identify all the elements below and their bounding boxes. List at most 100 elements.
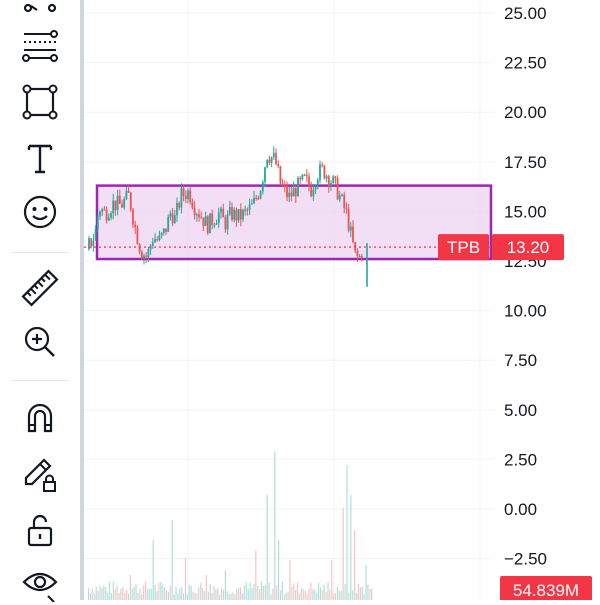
trend-line-icon[interactable]: [12, 0, 68, 22]
candle-body: [257, 198, 260, 200]
volume-bar: [365, 565, 367, 600]
volume-bars: [88, 452, 373, 600]
fib-retracement-icon[interactable]: [12, 24, 68, 68]
volume-bar: [120, 588, 122, 600]
volume-bar: [171, 520, 173, 600]
volume-bar: [285, 592, 287, 600]
volume-bar: [367, 584, 369, 600]
ruler-icon[interactable]: [12, 266, 68, 310]
volume-bar: [143, 585, 145, 600]
volume-bar: [88, 588, 90, 600]
candle-body: [253, 197, 255, 204]
volume-tag-value: 54.839M: [513, 581, 579, 600]
magnet-icon[interactable]: [12, 396, 68, 440]
volume-bar: [321, 590, 323, 600]
volume-bar: [107, 592, 109, 600]
candle-body: [341, 194, 343, 196]
candle-body: [140, 251, 143, 259]
volume-bar: [105, 587, 107, 600]
volume-bar: [300, 588, 302, 600]
candle-body: [173, 215, 176, 224]
candle-body: [312, 189, 315, 197]
volume-bar: [355, 593, 358, 600]
candle-body: [286, 186, 288, 198]
volume-bar: [196, 593, 198, 600]
candle-body: [336, 178, 339, 200]
candle-body: [332, 176, 335, 183]
candle-body: [338, 195, 341, 200]
volume-bar: [205, 575, 207, 600]
smiley-icon[interactable]: [12, 190, 68, 234]
candle-body: [325, 176, 328, 179]
candle-body: [116, 195, 119, 211]
volume-bar: [257, 586, 259, 600]
volume-bar: [99, 585, 101, 600]
volume-bar: [200, 583, 202, 600]
volume-bar: [266, 495, 268, 600]
candle-body: [127, 190, 130, 193]
volume-bar: [213, 586, 215, 600]
volume-bar: [217, 588, 219, 600]
candle-body: [255, 197, 258, 200]
volume-tag: 54.839M: [500, 576, 592, 602]
volume-bar: [232, 592, 234, 600]
volume-bar: [241, 593, 244, 600]
candle-body: [211, 213, 214, 226]
volume-bar: [312, 589, 314, 600]
chart-canvas[interactable]: 25.0022.5020.0017.5015.0012.5010.007.505…: [84, 0, 600, 602]
text-T-icon[interactable]: [12, 136, 68, 180]
price-tag-value: 13.20: [507, 238, 550, 257]
volume-bar: [317, 583, 320, 600]
volume-bar: [129, 575, 131, 600]
candle-body: [103, 209, 106, 211]
volume-bar: [131, 588, 133, 600]
drawing-toolbar: [0, 0, 80, 602]
volume-bar: [126, 590, 128, 600]
volume-bar: [207, 591, 209, 600]
candle-body: [224, 217, 227, 230]
volume-bar: [243, 585, 245, 600]
price-chart[interactable]: 25.00 22.50 20.00 17.50 15.00 12.50 10.00 7.50 5…: [84, 0, 600, 602]
candle-body: [239, 209, 242, 220]
volume-bar: [141, 594, 143, 600]
candle-body: [358, 255, 361, 258]
candle-body: [222, 208, 225, 218]
volume-bar: [186, 594, 188, 600]
rectangle-icon[interactable]: [12, 80, 68, 124]
volume-bar: [297, 582, 299, 600]
volume-bar: [148, 588, 150, 600]
candle-body: [202, 217, 205, 226]
candle-body: [176, 203, 178, 216]
zoom-in-icon[interactable]: [12, 320, 68, 364]
volume-bar: [183, 593, 185, 600]
volume-bar: [298, 593, 301, 600]
symbol-tag: TPB: [447, 238, 480, 257]
candle-body: [105, 209, 108, 221]
volume-bar: [274, 452, 276, 600]
candle-body: [244, 209, 247, 211]
volume-bar: [202, 588, 204, 600]
candle-body: [215, 223, 218, 225]
volume-bar: [198, 587, 200, 600]
candle-body: [308, 176, 310, 187]
candle-body: [180, 188, 183, 208]
candle-body: [275, 152, 277, 165]
volume-bar: [262, 585, 264, 600]
candle-body: [114, 200, 117, 211]
volume-bar: [331, 560, 333, 600]
unlock-icon[interactable]: [12, 508, 68, 552]
candle-body: [193, 207, 196, 216]
y-axis-label: 17.50: [504, 153, 547, 172]
volume-bar: [350, 495, 352, 600]
eye-icon[interactable]: [12, 560, 68, 604]
price-tag-bg: [492, 234, 564, 261]
volume-bar: [156, 591, 158, 600]
pencil-lock-icon[interactable]: [12, 452, 68, 496]
volume-bar: [281, 581, 283, 600]
volume-bar: [340, 590, 342, 600]
volume-bar: [342, 508, 344, 600]
volume-bar: [108, 581, 111, 600]
volume-bar: [276, 585, 278, 600]
candle-body: [195, 214, 198, 216]
volume-bar: [278, 540, 280, 600]
